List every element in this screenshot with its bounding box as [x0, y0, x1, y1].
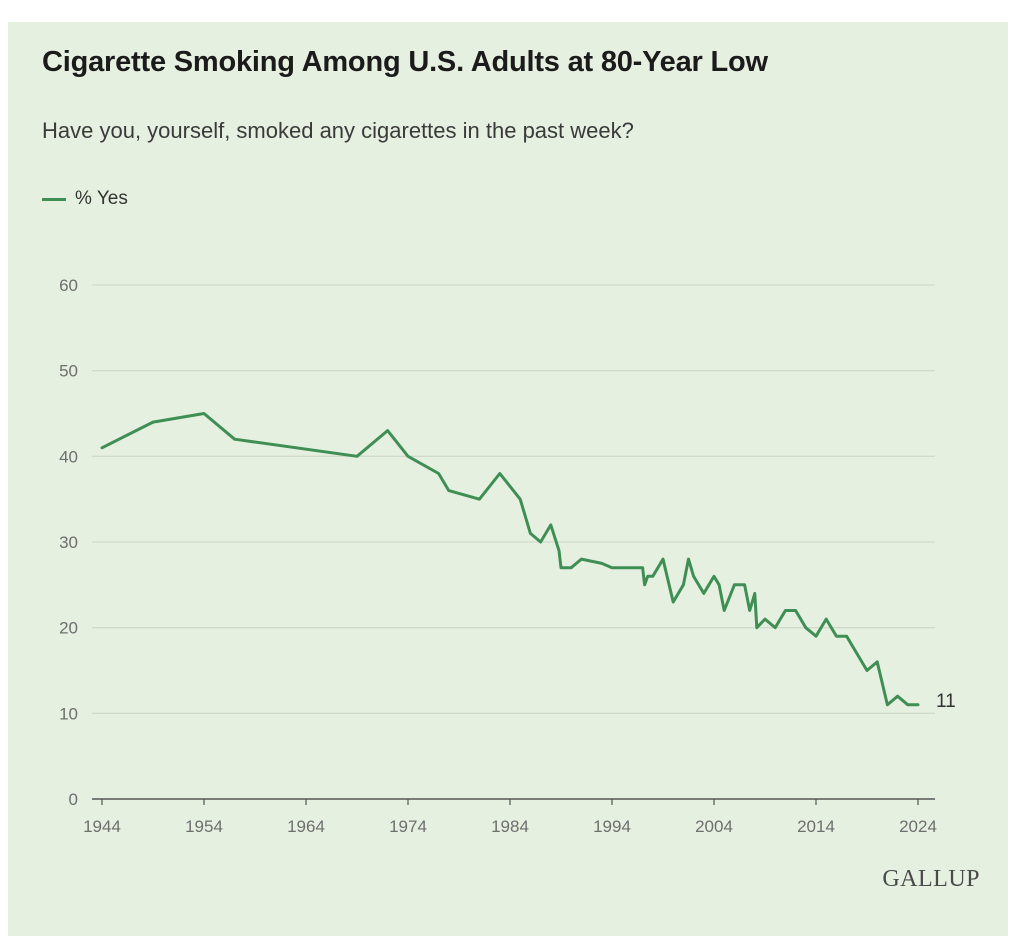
legend-label: % Yes [75, 188, 128, 209]
chart-panel [8, 22, 1008, 936]
y-tick-label: 10 [59, 704, 78, 723]
gridlines [92, 284, 935, 714]
y-tick-label: 20 [59, 619, 78, 638]
chart-title: Cigarette Smoking Among U.S. Adults at 8… [42, 46, 768, 78]
gallup-logo: GALLUP [882, 866, 980, 892]
x-tick-label: 1944 [83, 817, 121, 836]
y-tick-label: 40 [59, 447, 78, 466]
x-tick-label: 1974 [389, 817, 427, 836]
x-tick-label: 1994 [593, 817, 631, 836]
x-tick-label: 1954 [185, 817, 223, 836]
legend: % Yes [42, 188, 128, 210]
y-tick-label: 30 [59, 533, 78, 552]
x-tick-label: 1964 [287, 817, 325, 836]
legend-swatch [42, 197, 66, 201]
x-tick-label: 2004 [695, 817, 733, 836]
y-tick-label: 50 [59, 362, 78, 381]
end-value-label: 11 [936, 691, 956, 712]
x-tick-label: 2024 [899, 817, 937, 836]
chart-subtitle: Have you, yourself, smoked any cigarette… [42, 118, 634, 143]
series-line-yes [100, 412, 920, 707]
x-tick-label: 1984 [491, 817, 529, 836]
series-layer [100, 412, 920, 707]
axes [92, 798, 935, 805]
x-tick-label: 2014 [797, 817, 835, 836]
y-tick-label: 60 [59, 276, 78, 295]
labels: 0 10 20 30 40 50 60 1944 1954 1964 1974 1984 1994 200… [59, 276, 956, 836]
y-tick-label: 0 [69, 790, 78, 809]
